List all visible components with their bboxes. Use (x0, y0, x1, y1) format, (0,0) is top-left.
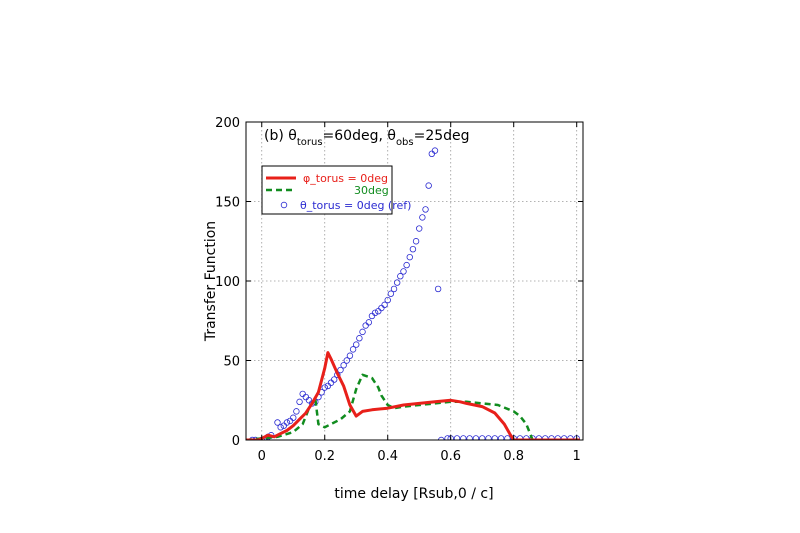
x-tick-label: 0.6 (440, 449, 461, 464)
ref-marker (422, 206, 429, 213)
ref-marker (343, 357, 350, 364)
ref-marker (412, 238, 420, 245)
ref-marker (299, 390, 306, 398)
ref-marker (529, 435, 536, 440)
legend-label-green: 30deg (354, 184, 389, 197)
ref-marker (548, 435, 555, 440)
legend: φ_torus = 0deg 30deg θ_torus = 0deg (ref… (261, 165, 411, 215)
ref-marker (516, 435, 524, 440)
series-layer (246, 147, 580, 440)
ref-marker (296, 398, 303, 406)
ref-marker (283, 419, 291, 426)
ref-marker (460, 435, 467, 440)
legend-marker-blue (280, 201, 288, 209)
ref-marker (378, 304, 385, 312)
ref-marker (504, 435, 511, 440)
legend-box (261, 165, 393, 215)
y-tick-label: 200 (215, 116, 240, 131)
ref-marker (397, 273, 404, 280)
x-tick-label: 1 (573, 449, 581, 464)
ref-marker (560, 435, 568, 440)
ref-marker (356, 335, 363, 342)
ref-marker (337, 366, 344, 374)
legend-label-red: φ_torus = 0deg (303, 172, 388, 185)
y-tick-label: 0 (232, 434, 240, 449)
ref-marker (554, 435, 562, 440)
ref-marker (277, 424, 284, 431)
ref-marker (384, 296, 391, 304)
x-axis-label: time delay [Rsub,0 / c] (334, 486, 493, 502)
x-tick-label: 0.2 (314, 449, 335, 464)
x-tick-label: 0.8 (503, 449, 524, 464)
ref-marker (491, 435, 499, 440)
ref-marker (353, 341, 360, 348)
ref-marker (321, 384, 328, 391)
ref-marker (400, 268, 407, 275)
x-tick-label: 0.4 (377, 449, 398, 464)
ref-marker (362, 322, 369, 329)
ref-marker (466, 435, 473, 440)
ref-marker (535, 435, 543, 440)
ref-marker (479, 435, 486, 440)
ref-marker (346, 352, 354, 359)
ref-marker (393, 279, 401, 286)
ref-marker (403, 261, 410, 269)
ref-marker (416, 225, 423, 232)
x-tick-label: 0 (258, 449, 266, 464)
ref-marker (438, 436, 445, 440)
ref-marker (497, 435, 505, 440)
ref-marker (485, 435, 492, 440)
series-30deg-line (246, 373, 580, 440)
ref-marker (406, 253, 413, 261)
series-0deg-line (246, 351, 580, 440)
ref-marker (453, 435, 461, 440)
ref-marker (381, 301, 388, 309)
y-axis-label: Transfer Function (203, 221, 219, 342)
ref-marker (349, 346, 357, 353)
ref-marker (523, 435, 530, 440)
ref-marker (290, 414, 297, 421)
ref-marker (428, 150, 436, 157)
ref-marker (431, 147, 439, 154)
ref-marker (472, 435, 480, 440)
ref-marker (368, 312, 376, 320)
ref-marker (390, 285, 398, 293)
ref-marker (365, 319, 373, 326)
ref-marker (305, 397, 313, 404)
ref-marker (330, 376, 338, 383)
ref-marker (249, 436, 256, 440)
ref-marker (359, 328, 366, 336)
ref-marker (542, 435, 549, 440)
ref-marker (434, 285, 442, 293)
legend-label-blue: θ_torus = 0deg (ref) (300, 199, 411, 212)
panel-label: (b) θtorus=60deg, θobs=25deg (264, 128, 470, 148)
ref-marker (425, 182, 432, 189)
y-tick-label: 50 (223, 355, 240, 370)
ref-marker (274, 419, 281, 426)
ref-marker (340, 362, 347, 369)
y-tick-label: 150 (215, 196, 240, 211)
ref-marker (293, 408, 300, 415)
ref-marker (327, 379, 335, 386)
ref-marker (409, 245, 417, 253)
ticks: 0 0.2 0.4 0.6 0.8 1 0 50 100 150 200 (215, 116, 583, 464)
ref-marker (387, 290, 395, 297)
ref-marker (419, 214, 426, 221)
ref-marker (371, 309, 379, 316)
ref-marker (302, 393, 310, 401)
y-tick-label: 100 (215, 275, 240, 290)
ref-marker (252, 436, 259, 440)
ref-marker (567, 435, 574, 440)
